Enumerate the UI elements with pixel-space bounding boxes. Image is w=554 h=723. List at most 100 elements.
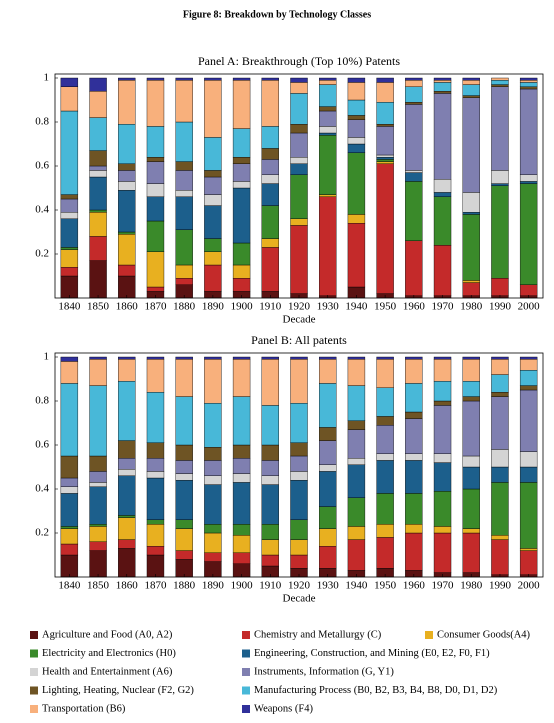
bar-segment bbox=[405, 170, 423, 173]
bar-segment bbox=[405, 356, 423, 360]
legend-label: Chemistry and Metallurgy (C) bbox=[254, 629, 382, 640]
bar-segment bbox=[519, 548, 538, 551]
bar-segment bbox=[261, 484, 279, 525]
bar-segment bbox=[232, 79, 251, 129]
bar-segment bbox=[347, 137, 366, 145]
bar-segment bbox=[175, 121, 193, 162]
legend-label: Manufacturing Process (B0, B2, B3, B4, B… bbox=[254, 685, 498, 696]
bar-segment bbox=[232, 359, 251, 397]
bar-segment bbox=[376, 161, 394, 165]
bar-segment bbox=[118, 123, 136, 164]
bar-segment bbox=[175, 264, 193, 279]
bar-segment bbox=[60, 275, 79, 299]
bar-segment bbox=[319, 546, 337, 569]
bar-segment bbox=[433, 90, 452, 94]
x-axis-label: Decade bbox=[283, 314, 316, 326]
bar-segment bbox=[433, 532, 452, 573]
bar-segment bbox=[146, 458, 165, 472]
bar-segment bbox=[118, 231, 136, 235]
y-tick-label: 1 bbox=[44, 72, 50, 84]
bar-segment bbox=[433, 82, 452, 92]
bar-segment bbox=[146, 161, 165, 184]
x-tick-label: 1990 bbox=[489, 301, 512, 313]
bar-segment bbox=[462, 95, 480, 98]
bar-segment bbox=[146, 126, 165, 158]
bar-segment bbox=[462, 214, 480, 281]
bar-segment bbox=[261, 79, 279, 127]
bar-segment bbox=[347, 429, 366, 459]
bar-segment bbox=[60, 383, 79, 457]
y-tick-label: 0.6 bbox=[35, 160, 49, 172]
bar-segment bbox=[146, 442, 165, 459]
y-tick-label: 0.6 bbox=[35, 439, 49, 451]
bar-segment bbox=[60, 218, 79, 248]
x-tick-label: 1870 bbox=[144, 580, 167, 592]
bar-segment bbox=[491, 482, 509, 536]
bar-segment bbox=[118, 77, 136, 81]
bar-segment bbox=[376, 163, 394, 294]
y-tick-label: 0.8 bbox=[35, 116, 49, 128]
x-tick-label: 1850 bbox=[87, 301, 110, 313]
bar-segment bbox=[376, 460, 394, 494]
bar-segment bbox=[175, 473, 193, 481]
bar-segment bbox=[118, 275, 136, 299]
legend-label: Electricity and Electronics (H0) bbox=[42, 648, 176, 659]
bar-segment bbox=[462, 84, 480, 96]
bar-segment bbox=[376, 359, 394, 389]
bar-segment bbox=[118, 458, 136, 470]
figure-title: Figure 8: Breakdown by Technology Classe… bbox=[183, 9, 371, 20]
x-tick-label: 1940 bbox=[345, 301, 368, 313]
bar-segment bbox=[405, 172, 423, 182]
bar-segment bbox=[405, 86, 423, 103]
bar-segment bbox=[519, 284, 538, 296]
bar-segment bbox=[261, 405, 279, 446]
bar-segment bbox=[462, 488, 480, 529]
bar-segment bbox=[204, 264, 222, 292]
bar-segment bbox=[347, 119, 366, 138]
bar-segment bbox=[405, 532, 423, 571]
bar-segment bbox=[319, 77, 337, 81]
legend-swatch bbox=[30, 686, 38, 695]
bar-segment bbox=[204, 251, 222, 266]
bar-segment bbox=[433, 453, 452, 463]
x-tick-label: 1920 bbox=[288, 301, 311, 313]
bar-segment bbox=[261, 247, 279, 292]
bar-segment bbox=[232, 458, 251, 474]
bar-segment bbox=[118, 163, 136, 171]
x-tick-label: 1940 bbox=[345, 580, 368, 592]
bar-segment bbox=[175, 196, 193, 231]
legend-label: Health and Entertainment (A6) bbox=[42, 666, 173, 677]
bar-segment bbox=[146, 156, 165, 162]
bar-segment bbox=[491, 79, 509, 85]
bar-segment bbox=[347, 497, 366, 527]
panel-title: Panel A: Breakthrough (Top 10%) Patents bbox=[198, 54, 400, 68]
bar-segment bbox=[261, 238, 279, 248]
bar-segment bbox=[89, 482, 107, 487]
bar-segment bbox=[290, 93, 308, 125]
bar-segment bbox=[89, 150, 107, 167]
bar-segment bbox=[60, 356, 79, 362]
x-tick-label: 1930 bbox=[317, 301, 340, 313]
bar-segment bbox=[519, 370, 538, 386]
bar-segment bbox=[405, 418, 423, 455]
bar-segment bbox=[376, 126, 394, 156]
bar-segment bbox=[204, 484, 222, 525]
bar-segment bbox=[89, 385, 107, 457]
bar-segment bbox=[118, 359, 136, 382]
bar-segment bbox=[405, 359, 423, 384]
bar-segment bbox=[204, 194, 222, 206]
bar-segment bbox=[290, 554, 308, 569]
x-tick-label: 1980 bbox=[460, 301, 483, 313]
bar-segment bbox=[60, 528, 79, 545]
bar-segment bbox=[347, 356, 366, 360]
bar-segment bbox=[462, 400, 480, 457]
bar-segment bbox=[319, 471, 337, 507]
bar-segment bbox=[175, 444, 193, 461]
bar-segment bbox=[118, 356, 136, 360]
bar-segment bbox=[89, 165, 107, 171]
bar-segment bbox=[118, 539, 136, 549]
bar-segment bbox=[519, 466, 538, 483]
bar-segment bbox=[519, 385, 538, 391]
bar-segment bbox=[491, 535, 509, 540]
bar-segment bbox=[433, 192, 452, 197]
